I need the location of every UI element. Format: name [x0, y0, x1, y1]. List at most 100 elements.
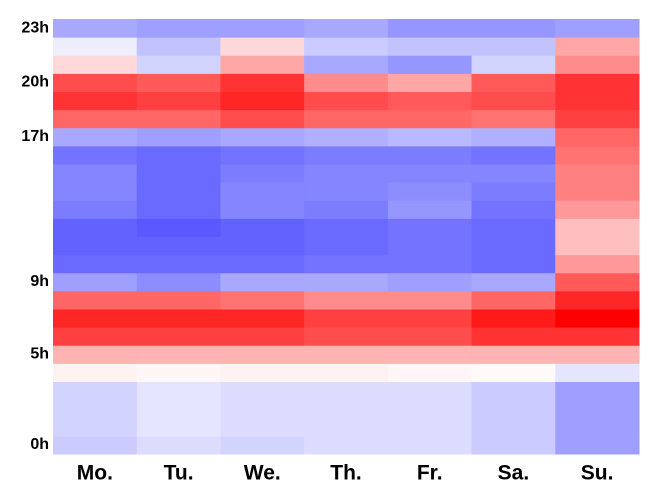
y-tick-label: 23h	[21, 19, 49, 36]
heat-cell	[555, 290, 640, 310]
heat-cell	[220, 55, 305, 74]
heat-cell	[136, 218, 221, 237]
heat-cell	[136, 145, 221, 165]
heat-cell	[471, 19, 556, 38]
heat-cell	[136, 417, 221, 437]
heat-cell	[387, 182, 473, 201]
heat-cell	[471, 254, 556, 274]
heat-cell	[471, 309, 556, 328]
heat-cell	[136, 200, 221, 219]
heat-cell	[387, 91, 473, 111]
heat-cell	[53, 236, 138, 256]
heat-cell	[220, 363, 305, 382]
heat-cell	[220, 182, 305, 201]
heat-cell	[555, 37, 640, 56]
x-tick-label: Sa.	[498, 462, 530, 485]
heat-cell	[555, 145, 640, 165]
heat-cell	[304, 254, 389, 274]
heat-cell	[304, 37, 389, 56]
heat-cell	[555, 327, 640, 346]
heat-cell	[53, 363, 138, 382]
heat-cell	[555, 19, 640, 38]
x-tick-label: Th.	[330, 462, 362, 485]
heat-cell	[136, 127, 221, 147]
heat-cell	[53, 182, 138, 201]
heat-cell	[304, 363, 389, 382]
heat-cell	[136, 272, 221, 292]
heat-cell	[471, 417, 556, 437]
heat-cell	[304, 399, 389, 419]
heat-cell	[304, 218, 389, 237]
heat-cell	[53, 127, 138, 147]
heat-cell	[220, 145, 305, 165]
heat-cell	[471, 327, 556, 346]
heat-cell	[471, 345, 556, 364]
heat-cell	[387, 145, 473, 165]
heat-cell	[53, 345, 138, 364]
heat-cell	[555, 91, 640, 111]
heat-cell	[53, 417, 138, 437]
heat-cell	[555, 218, 640, 237]
heat-cell	[471, 73, 556, 92]
heat-cell	[220, 399, 305, 419]
heat-cell	[555, 109, 640, 129]
heat-cell	[387, 200, 473, 219]
heat-cell	[220, 272, 305, 292]
heat-cell	[387, 127, 473, 147]
heat-cell	[53, 254, 138, 274]
heat-cell	[387, 363, 473, 382]
y-tick-label: 17h	[21, 128, 49, 145]
heat-cell	[220, 381, 305, 401]
heat-cell	[304, 19, 389, 38]
heat-cell	[471, 109, 556, 129]
heat-cell	[471, 91, 556, 111]
heat-cell	[220, 127, 305, 147]
heat-cell	[555, 73, 640, 92]
heat-cell	[387, 73, 473, 92]
heat-cell	[387, 254, 473, 274]
heat-cell	[220, 327, 305, 346]
heat-cell	[387, 399, 473, 419]
heat-cell	[53, 200, 138, 219]
heat-cell	[53, 272, 138, 292]
heat-cell	[53, 309, 138, 328]
heat-cell	[555, 272, 640, 292]
heat-cell	[555, 254, 640, 274]
heat-cell	[220, 109, 305, 129]
heat-cell	[136, 363, 221, 382]
heat-cell	[387, 345, 473, 364]
heat-cell	[53, 218, 138, 237]
x-tick-label: We.	[244, 462, 281, 485]
heat-cell	[471, 164, 556, 183]
heat-cell	[471, 55, 556, 74]
heat-cell	[471, 435, 556, 455]
heat-cell	[136, 37, 221, 56]
heat-cell	[555, 363, 640, 382]
heat-cell	[471, 127, 556, 147]
heat-cell	[304, 182, 389, 201]
heat-cell	[387, 272, 473, 292]
heat-cell	[471, 218, 556, 237]
heat-cell	[555, 127, 640, 147]
heat-cell	[304, 200, 389, 219]
heat-cell	[387, 236, 473, 256]
heat-cell	[220, 435, 305, 455]
y-tick-label: 9h	[30, 273, 49, 290]
heat-cell	[136, 73, 221, 92]
heat-cell	[387, 327, 473, 346]
x-tick-label: Tu.	[164, 462, 194, 485]
heat-cell	[136, 290, 221, 310]
heat-cell	[136, 55, 221, 74]
heat-cell	[555, 55, 640, 74]
heat-cell	[471, 290, 556, 310]
heat-cell	[555, 381, 640, 401]
heat-cell	[136, 236, 221, 256]
heat-cell	[136, 109, 221, 129]
heat-cell	[387, 218, 473, 237]
heat-cell	[220, 236, 305, 256]
heat-cell	[387, 37, 473, 56]
heat-cell	[387, 19, 473, 38]
heat-cell	[471, 272, 556, 292]
heat-cell	[555, 164, 640, 183]
heat-cell	[471, 37, 556, 56]
